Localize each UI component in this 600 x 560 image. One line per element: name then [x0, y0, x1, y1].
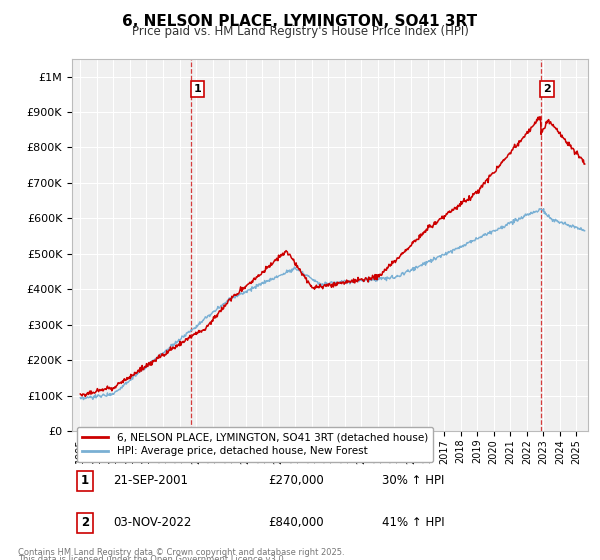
Text: 21-SEP-2001: 21-SEP-2001 [113, 474, 188, 487]
Text: 41% ↑ HPI: 41% ↑ HPI [382, 516, 444, 529]
Text: 30% ↑ HPI: 30% ↑ HPI [382, 474, 444, 487]
Legend: 6, NELSON PLACE, LYMINGTON, SO41 3RT (detached house), HPI: Average price, detac: 6, NELSON PLACE, LYMINGTON, SO41 3RT (de… [77, 427, 433, 461]
Text: 6, NELSON PLACE, LYMINGTON, SO41 3RT: 6, NELSON PLACE, LYMINGTON, SO41 3RT [122, 14, 478, 29]
Text: £840,000: £840,000 [268, 516, 324, 529]
Text: 2: 2 [81, 516, 89, 529]
Text: Price paid vs. HM Land Registry's House Price Index (HPI): Price paid vs. HM Land Registry's House … [131, 25, 469, 38]
Text: 1: 1 [194, 84, 202, 94]
Text: This data is licensed under the Open Government Licence v3.0.: This data is licensed under the Open Gov… [18, 556, 286, 560]
Text: Contains HM Land Registry data © Crown copyright and database right 2025.: Contains HM Land Registry data © Crown c… [18, 548, 344, 557]
Text: 1: 1 [81, 474, 89, 487]
Text: 03-NOV-2022: 03-NOV-2022 [113, 516, 191, 529]
Text: 2: 2 [543, 84, 551, 94]
Text: £270,000: £270,000 [268, 474, 324, 487]
